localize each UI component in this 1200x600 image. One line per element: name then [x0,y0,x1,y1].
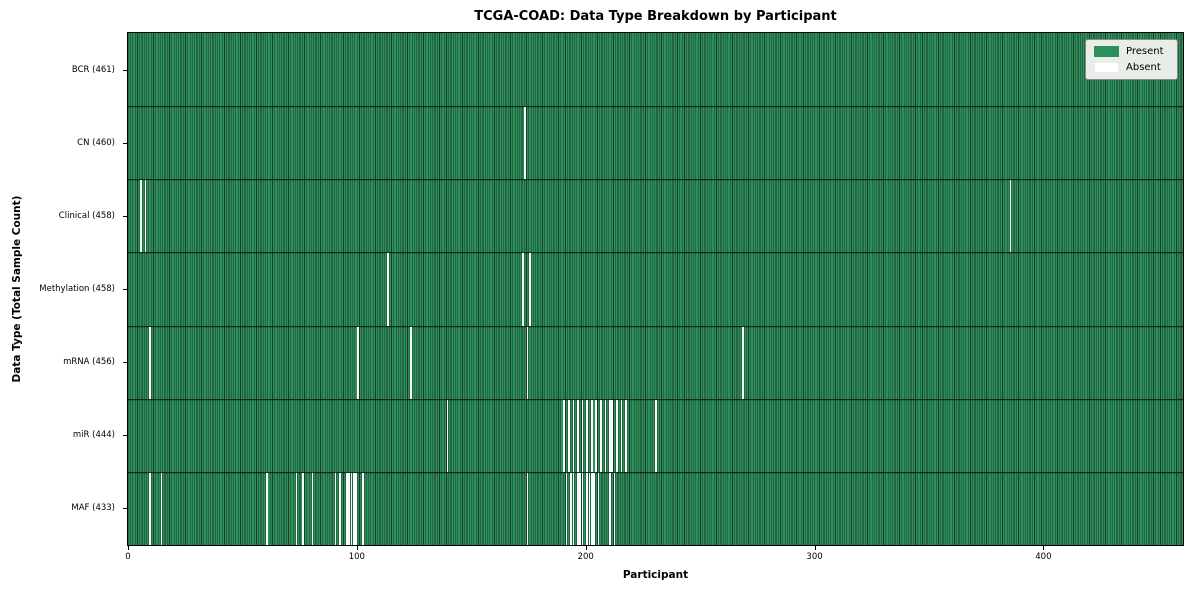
absent-mark [345,472,348,545]
absent-mark [524,107,527,180]
absent-mark [526,326,529,399]
absent-mark [654,399,657,472]
absent-mark [620,399,623,472]
absent-mark [139,180,142,253]
heatmap-row-methylation [128,252,1183,326]
absent-mark [611,399,614,472]
absent-mark [599,399,602,472]
absent-mark [597,472,600,545]
absent-mark [529,253,531,326]
y-tick-label: miR (444) [72,430,115,441]
y-tick-label: BCR (461) [71,64,115,75]
absent-mark [588,472,591,545]
absent-mark [350,472,353,545]
plot-area [128,33,1183,545]
absent-mark [581,399,584,472]
x-tick-mark [814,546,816,550]
absent-mark [302,472,305,545]
absent-mark [1009,180,1012,253]
y-tick-mark [123,362,127,364]
absent-mark [613,472,616,545]
x-tick-mark [585,546,587,550]
absent-mark [311,472,314,545]
y-tick-mark [123,435,127,437]
y-tick-mark [123,215,127,217]
absent-mark [625,399,627,472]
x-tick-label: 300 [806,552,823,562]
x-tick-mark [128,546,129,550]
absent-mark [526,472,529,545]
heatmap-row-mrna [128,325,1183,399]
absent-mark [581,472,584,545]
y-tick-mark [123,142,127,144]
x-tick-label: 400 [1035,552,1052,562]
absent-mark [295,472,298,545]
absent-mark [579,472,582,545]
absent-mark [334,472,337,545]
heatmap-row-maf [128,471,1183,545]
absent-mark [339,472,341,545]
absent-mark [522,253,524,326]
heatmap-row-clinical [128,179,1183,253]
absent-mark [586,399,588,472]
y-tick-mark [123,69,127,71]
absent-mark [348,472,350,545]
absent-swatch [1094,62,1119,73]
absent-mark [609,399,611,472]
y-tick-mark [123,508,127,510]
x-tick-label: 0 [125,552,131,562]
absent-mark [410,326,412,399]
legend-item-absent: Absent [1094,62,1169,73]
absent-mark [563,399,566,472]
present-swatch [1094,46,1119,57]
y-tick-label: Methylation (458) [39,284,115,294]
absent-mark [595,399,598,472]
legend-label-absent: Absent [1126,62,1161,73]
absent-mark [586,472,588,545]
absent-mark [387,253,389,326]
heatmap-row-mir [128,398,1183,472]
y-tick-mark [123,289,127,290]
absent-mark [446,399,449,472]
x-tick-mark [1043,546,1045,550]
absent-mark [265,472,268,545]
absent-mark [144,180,147,253]
heatmap-row-cn [128,106,1183,180]
absent-mark [572,399,575,472]
chart-title: TCGA-COAD: Data Type Breakdown by Partic… [474,9,837,24]
x-tick-mark [356,546,358,550]
absent-mark [577,399,579,472]
absent-mark [616,399,618,472]
legend: Present Absent [1085,39,1178,80]
absent-mark [609,472,611,545]
absent-mark [604,399,607,472]
absent-mark [160,472,163,545]
x-axis-label: Participant [622,569,689,581]
absent-mark [590,399,593,472]
x-tick-label: 100 [348,552,365,562]
heatmap-row-bcr [128,33,1183,107]
absent-mark [567,399,570,472]
absent-mark [570,472,572,545]
absent-mark [593,472,595,545]
y-tick-label: MAF (433) [71,503,115,514]
absent-mark [352,472,355,545]
absent-mark [149,326,151,399]
absent-mark [355,472,357,545]
y-tick-label: mRNA (456) [63,357,115,368]
x-tick-label: 200 [577,552,594,562]
absent-mark [565,472,568,545]
absent-mark [361,472,364,545]
absent-mark [741,326,744,399]
absent-mark [572,472,575,545]
y-tick-label: Clinical (458) [58,210,115,221]
legend-item-present: Present [1094,46,1169,57]
legend-label-present: Present [1126,46,1164,57]
absent-mark [357,326,360,399]
absent-mark [590,472,593,545]
absent-mark [577,472,579,545]
absent-mark [149,472,151,545]
y-tick-label: CN (460) [77,137,115,148]
